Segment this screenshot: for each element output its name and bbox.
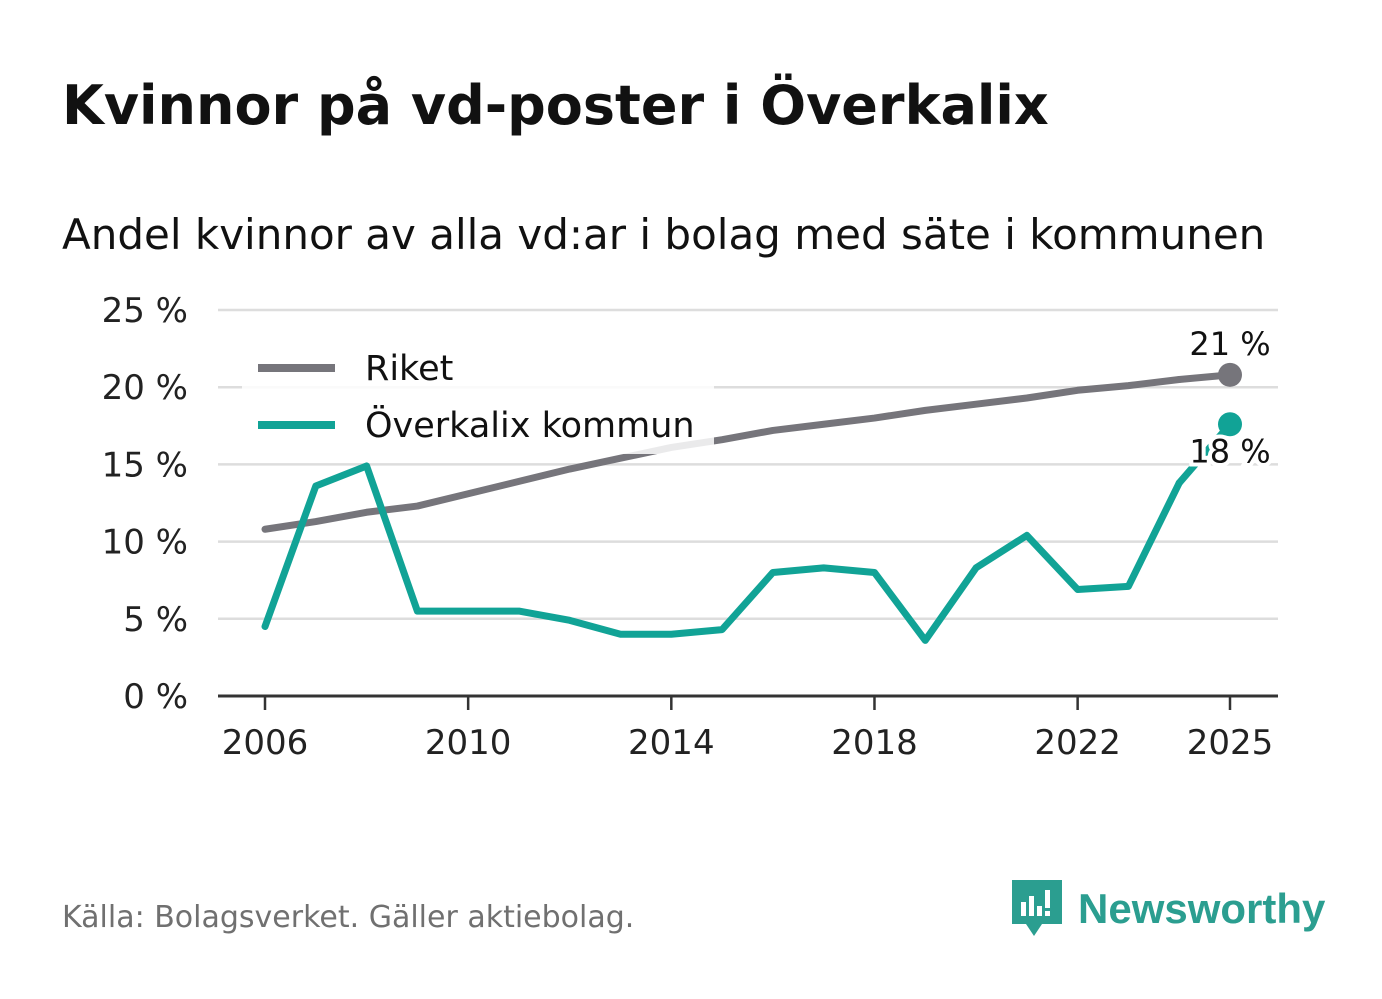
chart-title: Kvinnor på vd-poster i Överkalix — [62, 74, 1049, 137]
brand-logo: Newsworthy — [1010, 878, 1325, 940]
brand-name: Newsworthy — [1078, 885, 1326, 932]
chart-subtitle: Andel kvinnor av alla vd:ar i bolag med … — [62, 210, 1266, 259]
y-tick-label: 10 % — [102, 523, 188, 563]
y-axis-labels: 0 % 5 % 10 % 15 % 20 % 25 % — [102, 291, 188, 717]
kommun-line — [261, 462, 1183, 644]
kommun-end-point — [1218, 412, 1242, 437]
y-tick-label: 20 % — [102, 368, 188, 408]
legend-background — [242, 342, 714, 454]
kommun-last-segment — [1175, 420, 1234, 487]
y-tick-label: 0 % — [123, 677, 188, 717]
x-tick-label: 2018 — [831, 723, 918, 763]
x-tick-label: 2010 — [425, 723, 512, 763]
legend: Riket Överkalix kommun — [242, 342, 714, 454]
kommun-end-label: 18 % — [1189, 432, 1270, 470]
legend-label: Överkalix kommun — [365, 404, 695, 446]
y-tick-label: 5 % — [123, 600, 188, 640]
newsworthy-logo-icon — [1012, 880, 1062, 936]
riket-end-label: 21 % — [1189, 325, 1270, 363]
y-tick-label: 15 % — [102, 445, 188, 485]
legend-label: Riket — [365, 349, 453, 389]
source-note: Källa: Bolagsverket. Gäller aktiebolag. — [62, 900, 635, 935]
x-tick-label: 2006 — [222, 723, 309, 763]
x-tick-label: 2025 — [1187, 723, 1274, 763]
riket-line — [261, 375, 1183, 533]
x-axis-labels: 2006 2010 2014 2018 2022 2025 — [222, 696, 1274, 763]
x-tick-label: 2022 — [1034, 723, 1121, 763]
riket-end-point — [1218, 362, 1242, 387]
end-labels: 21 % 18 % — [1185, 321, 1274, 474]
series-lines — [261, 362, 1242, 644]
x-tick-label: 2014 — [628, 723, 715, 763]
y-tick-label: 25 % — [102, 291, 188, 331]
